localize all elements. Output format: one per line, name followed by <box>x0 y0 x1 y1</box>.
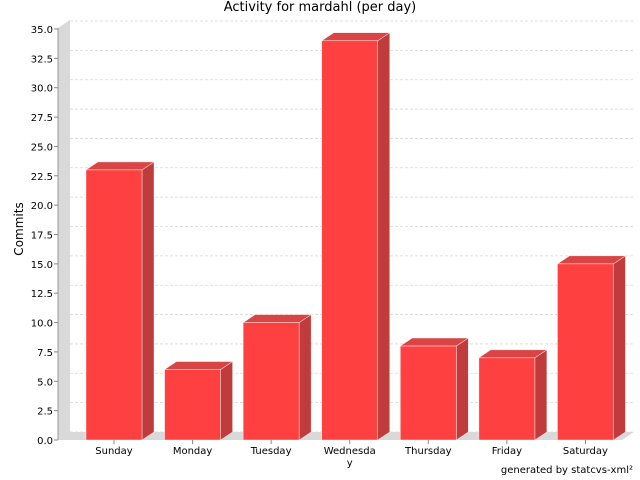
y-tick-label: 12.5 <box>31 289 53 300</box>
chart-title: Activity for mardahl (per day) <box>223 0 417 15</box>
bar-front <box>399 345 457 441</box>
y-axis-ticks: 0.0 2.5 5.0 7.5 10.0 12.5 15.0 17.5 20.0 22.5 25.0… <box>31 25 58 447</box>
bar-monday <box>163 360 234 441</box>
bar-side <box>220 360 233 441</box>
bar-side <box>455 337 469 441</box>
bar-side <box>534 349 548 441</box>
bar-front <box>478 357 536 441</box>
bar-tuesday <box>242 314 313 441</box>
bar-top <box>399 337 470 347</box>
bar-top <box>85 161 155 171</box>
bar-side <box>613 255 626 441</box>
bar-front <box>242 322 300 441</box>
bar-top <box>477 349 548 359</box>
bar-friday <box>477 349 548 441</box>
bar-side <box>141 161 155 441</box>
y-tick-label: 0.0 <box>37 436 53 447</box>
x-tick-label: Wednesda <box>324 446 376 457</box>
y-axis-label: Commits <box>12 202 26 255</box>
bar-side <box>298 314 312 441</box>
bar-side <box>377 32 391 441</box>
bar-front <box>164 369 221 441</box>
x-tick-label: Friday <box>492 446 522 457</box>
bar-top <box>242 314 313 323</box>
bar-top <box>556 255 627 265</box>
bar-saturday <box>556 255 627 441</box>
y-tick-label: 15.0 <box>31 260 53 271</box>
bar-front <box>557 263 614 441</box>
bar-wednesday <box>320 32 391 441</box>
y-tick-label: 2.5 <box>37 407 53 418</box>
y-tick-label: 10.0 <box>31 319 53 330</box>
y-tick-label: 5.0 <box>37 377 53 388</box>
y-tick-label: 7.5 <box>37 348 53 359</box>
y-tick-label: 25.0 <box>31 142 53 153</box>
y-tick-label: 35.0 <box>31 25 53 36</box>
bar-top <box>320 32 391 42</box>
y-tick-label: 30.0 <box>31 84 53 95</box>
bar-thursday <box>399 337 470 441</box>
x-tick-label: Saturday <box>563 446 608 457</box>
x-tick-label: Thursday <box>404 446 452 457</box>
x-tick-label: Tuesday <box>250 446 292 457</box>
x-tick-label: y <box>347 458 353 469</box>
y-tick-label: 20.0 <box>31 201 53 212</box>
bars <box>85 32 627 441</box>
x-tick-label: Monday <box>173 446 213 457</box>
y-tick-label: 32.5 <box>31 54 53 65</box>
bar-top <box>163 361 234 370</box>
y-tick-label: 22.5 <box>31 172 53 183</box>
left-wall <box>58 20 70 440</box>
y-tick-label: 27.5 <box>31 113 53 124</box>
bar-sunday <box>85 161 155 441</box>
y-tick-label: 17.5 <box>31 231 53 242</box>
bar-front <box>85 169 143 441</box>
footer-credit: generated by statcvs-xml² <box>500 465 633 476</box>
bar-front <box>321 40 379 441</box>
x-tick-label: Sunday <box>95 446 132 457</box>
